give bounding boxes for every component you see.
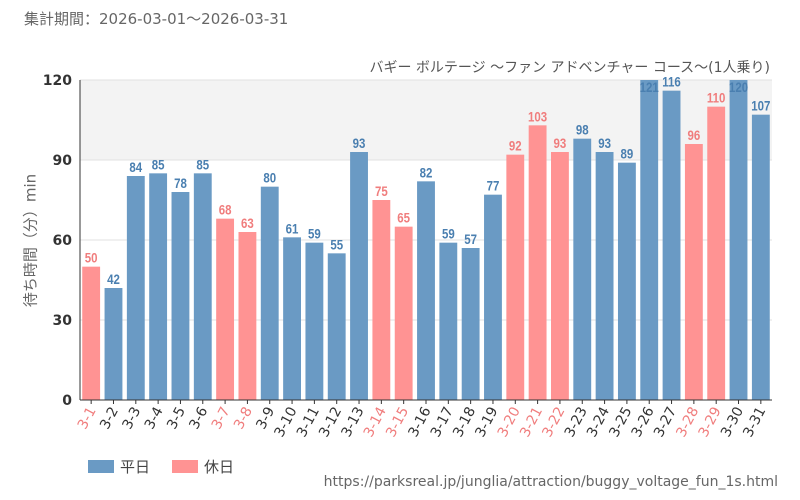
bar-3-18 (461, 248, 480, 400)
value-label-3-10: 61 (286, 220, 299, 236)
value-label-3-14: 75 (375, 183, 388, 199)
legend-item-weekday: 平日 (88, 456, 150, 477)
legend-swatch-holiday (172, 460, 199, 473)
value-label-3-24: 93 (598, 135, 611, 151)
y-tick-label: 0 (62, 393, 72, 409)
bar-3-12 (327, 253, 346, 400)
value-label-3-21: 103 (528, 108, 547, 124)
bar-3-11 (305, 242, 324, 400)
bar-3-19 (484, 194, 502, 400)
value-label-3-9: 80 (263, 170, 276, 186)
bar-3-16 (417, 181, 435, 400)
value-label-3-29: 110 (707, 90, 726, 106)
value-label-3-20: 92 (509, 138, 522, 154)
bar-3-17 (439, 242, 458, 400)
bar-3-30 (729, 80, 748, 400)
value-label-3-12: 55 (330, 236, 343, 252)
value-label-3-22: 93 (554, 135, 567, 151)
bar-3-28 (684, 144, 703, 400)
x-tick-label-3-4: 3-4 (142, 404, 167, 432)
x-tick-label-3-2: 3-2 (97, 404, 122, 432)
value-label-3-17: 59 (442, 226, 455, 242)
x-tick-label-3-31: 3-31 (740, 404, 769, 440)
value-label-3-27: 116 (662, 74, 681, 90)
value-label-3-31: 107 (751, 98, 770, 114)
value-label-3-13: 93 (353, 135, 366, 151)
legend-label-weekday: 平日 (120, 458, 151, 476)
value-label-3-4: 85 (152, 156, 165, 172)
bar-3-1 (82, 266, 101, 400)
value-label-3-16: 82 (420, 164, 433, 180)
y-tick-label: 120 (43, 73, 72, 89)
bar-3-3 (126, 176, 145, 400)
value-label-3-8: 63 (241, 215, 254, 231)
bar-3-13 (350, 152, 368, 400)
legend-label-holiday: 休日 (204, 458, 235, 476)
value-label-3-5: 78 (174, 175, 187, 191)
period-label: 集計期間：2026-03-01～2026-03-31 (24, 10, 289, 28)
value-label-3-28: 96 (687, 127, 700, 143)
value-label-3-2: 42 (107, 271, 120, 287)
x-tick-label-3-6: 3-6 (186, 404, 211, 432)
bar-3-14 (372, 200, 391, 400)
value-label-3-7: 68 (219, 202, 232, 218)
bar-3-27 (662, 90, 681, 401)
chart-title: バギー ボルテージ ～ファン アドベンチャー コース～(1人乗り) (369, 60, 770, 76)
bar-3-8 (238, 232, 257, 400)
bar-3-2 (104, 288, 123, 400)
value-label-3-19: 77 (487, 178, 500, 194)
value-labels-layer: 50 42 84 85 78 85 68 63 80 61 59 55 93 75 65 82 59 57 77 92… (85, 74, 771, 288)
bar-3-10 (283, 237, 301, 400)
bar-3-5 (171, 192, 190, 400)
source-link[interactable]: https://parksreal.jp/junglia/attraction/… (323, 474, 778, 490)
x-tick-label-3-7: 3-7 (209, 404, 234, 432)
x-tick-label-3-3: 3-3 (119, 404, 144, 432)
bars-layer (82, 80, 770, 401)
value-label-3-11: 59 (308, 226, 321, 242)
value-label-3-15: 65 (397, 210, 410, 226)
value-label-3-25: 89 (621, 146, 634, 162)
bar-3-26 (640, 80, 659, 400)
value-label-3-3: 84 (129, 159, 143, 175)
bar-3-7 (216, 218, 235, 400)
value-label-3-1: 50 (85, 250, 98, 266)
y-tick-label: 30 (53, 313, 73, 329)
legend-swatch-weekday (88, 460, 114, 473)
y-axis-label: 待ち時間（分）min (21, 173, 40, 308)
bar-3-9 (260, 186, 279, 400)
bar-3-6 (193, 173, 212, 400)
x-tick-label-3-1: 3-1 (75, 404, 100, 432)
y-tick-label: 90 (53, 153, 73, 169)
bar-3-22 (551, 152, 569, 400)
bar-3-23 (573, 138, 592, 400)
bar-3-31 (751, 114, 770, 401)
legend-item-holiday: 休日 (172, 456, 234, 477)
x-tick-label-3-5: 3-5 (164, 404, 189, 432)
bar-3-20 (506, 154, 525, 400)
bar-3-15 (394, 226, 413, 400)
x-tick-label-3-8: 3-8 (231, 404, 256, 432)
bar-3-24 (595, 152, 614, 400)
bar-3-21 (528, 125, 547, 400)
bar-3-29 (707, 106, 726, 401)
value-label-3-30: 120 (729, 79, 748, 95)
value-label-3-6: 85 (196, 156, 209, 172)
bar-3-4 (149, 173, 168, 400)
value-label-3-23: 98 (576, 122, 589, 138)
value-label-3-18: 57 (464, 231, 477, 247)
y-tick-label: 60 (53, 233, 73, 249)
legend: 平日 休日 (88, 456, 234, 477)
value-label-3-26: 121 (640, 79, 659, 95)
bar-3-25 (617, 162, 636, 400)
